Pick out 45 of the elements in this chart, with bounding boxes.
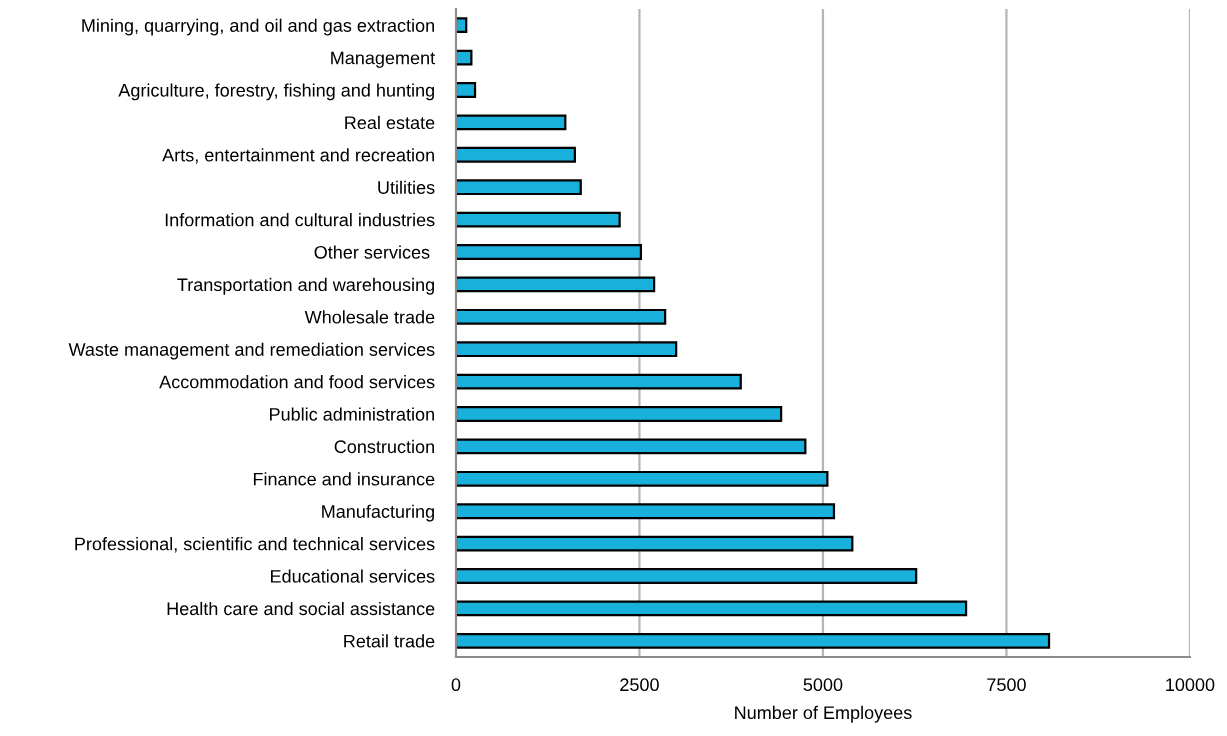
y-tick-label: Manufacturing (322, 504, 434, 522)
y-tick-label: Retail trade (344, 634, 435, 648)
bar (455, 632, 1051, 649)
bar (455, 211, 621, 228)
x-tick-label: 10000 (1166, 678, 1215, 692)
bar (455, 179, 582, 196)
y-tick-label: Health care and social assistance (167, 601, 435, 616)
bar (455, 244, 643, 260)
y-tick-label: Utilities (378, 180, 435, 194)
bar (455, 438, 807, 455)
bar (455, 308, 667, 325)
x-tick-label: 7500 (987, 678, 1026, 692)
bar (455, 82, 477, 98)
y-tick-label: Information and cultural industries (165, 213, 435, 227)
y-tick-label: Educational services (271, 569, 435, 583)
bar (455, 503, 836, 520)
y-tick-label: Management (331, 51, 435, 68)
y-tick-label: Transportation and warehousing (177, 277, 434, 295)
bar (455, 341, 678, 358)
y-tick-label: Agriculture, forestry, fishing and hunting (118, 83, 434, 101)
bar (455, 406, 783, 422)
x-tick-label: 2500 (620, 678, 659, 692)
x-axis-title: Number of Employees (735, 705, 912, 723)
bar (455, 114, 567, 131)
x-tick-label: 0 (451, 678, 461, 692)
y-tick-label: Professional, scientific and technical services (75, 537, 435, 553)
bar (455, 146, 576, 163)
y-tick-label: Mining, quarrying, and oil and gas extraction (82, 18, 434, 36)
y-tick-label: Other services (314, 245, 430, 259)
bar (455, 470, 829, 487)
bar (455, 568, 918, 584)
bar (455, 276, 656, 293)
bar (455, 600, 968, 617)
bar (455, 373, 742, 390)
bar (455, 17, 468, 34)
y-tick-label: Wholesale trade (304, 310, 435, 324)
y-tick-label: Arts, entertainment and recreation (162, 148, 434, 164)
y-tick-label: Construction (334, 439, 434, 454)
y-tick-label: Waste management and remediation services (68, 342, 435, 360)
y-tick-label: Public administration (270, 407, 434, 421)
y-tick-label: Finance and insurance (253, 472, 435, 486)
y-tick-label: Accommodation and food services (159, 375, 435, 389)
x-tick-label: 5000 (803, 678, 843, 692)
y-tick-label: Real estate (345, 115, 435, 130)
bar (455, 535, 854, 552)
